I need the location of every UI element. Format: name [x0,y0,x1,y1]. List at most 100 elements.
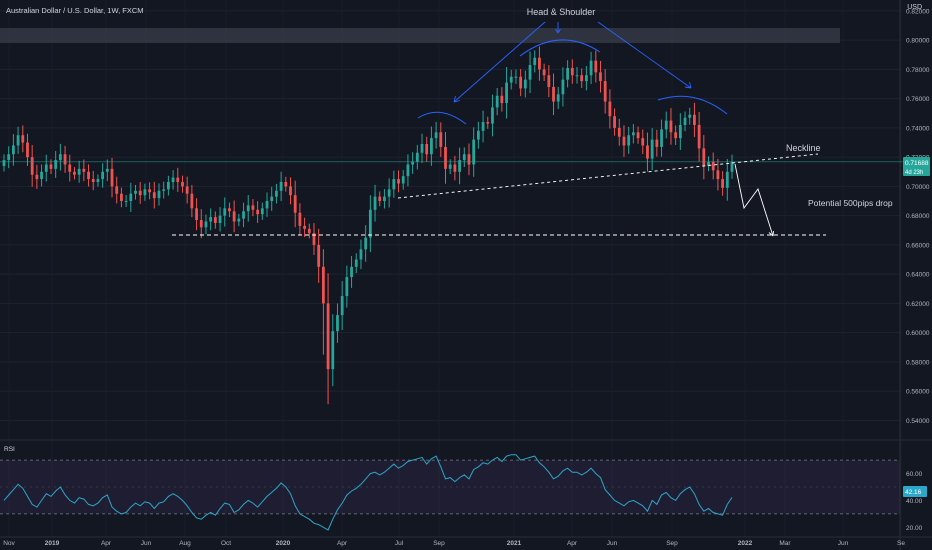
symbol-title[interactable]: Australian Dollar / U.S. Dollar, 1W, FXC… [6,6,144,15]
pattern-label[interactable]: Head & Shoulder [527,7,596,17]
rsi-line [3,454,733,531]
candle-body [425,143,429,155]
arrow-to-left-shoulder[interactable] [453,21,546,103]
candle-body [383,196,386,202]
candle-body [129,193,133,202]
candle-body [87,171,90,180]
candle-body [364,237,368,250]
bar-countdown: 4d 23h [905,170,923,176]
candle-body [472,139,476,165]
neckline-label[interactable]: Neckline [786,143,821,153]
candle-body [631,132,635,136]
time-tick-label: Sep [666,540,678,547]
candle-body [303,225,306,229]
candle-body [195,208,198,221]
candle-body [608,101,612,117]
candle-body [561,79,565,95]
price-tick-label: 0.66000 [906,242,930,249]
candle-body [91,179,95,183]
candle-body [397,179,400,184]
time-tick-label: Apr [101,540,112,547]
supply-zone-box[interactable] [0,28,840,43]
candle-body [434,132,438,139]
time-tick-label: Nov [3,540,15,547]
candle-body [570,67,574,76]
candle-body [279,182,283,191]
candle-body [63,154,67,165]
head-arc[interactable] [519,39,601,57]
candle-body [636,132,640,139]
arrowhead-icon [453,95,461,103]
candle-body [270,196,274,202]
arrow-to-right-shoulder[interactable] [597,21,692,89]
left-shoulder-arc[interactable] [417,111,467,125]
candle-body [641,138,645,146]
price-tick-label: 0.76000 [906,96,930,103]
candle-body [44,164,48,172]
candle-body [26,142,29,158]
candle-body [373,196,377,210]
candle-body [697,124,701,149]
candle-body [514,76,518,78]
time-tick-label: 2020 [276,540,291,547]
candle-body [331,331,335,370]
candle-body [509,76,513,83]
candle-body [138,190,142,196]
currency-label[interactable]: USD [907,4,922,11]
candle-body [458,160,461,172]
candle-body [237,218,241,222]
candle-body [284,182,288,187]
candle-body [500,95,504,104]
candle-body [669,120,673,133]
candle-body [275,190,278,197]
candle-body [115,186,119,194]
candle-body [40,171,43,180]
candle-body [110,168,114,187]
candle-body [538,57,541,70]
current-price-value: 0.71688 [905,160,929,167]
candle-body [448,164,452,169]
candle-body [246,205,250,212]
price-tick-label: 0.80000 [906,38,930,45]
candle-body [599,72,602,82]
price-tick-label: 0.62000 [906,301,930,308]
candle-body [73,171,76,175]
candle-body [171,177,175,183]
projected-path[interactable] [734,163,774,237]
target-label[interactable]: Potential 500pips drop [808,198,893,208]
rsi-tick-label: 20.00 [906,525,923,532]
candle-body [21,135,25,143]
candle-body [101,171,105,180]
candle-body [453,164,457,172]
candle-body [350,266,353,278]
candle-body [674,132,678,139]
candle-body [430,138,433,155]
neckline[interactable] [397,153,819,199]
candle-body [185,186,189,194]
candle-body [228,208,231,212]
candle-body [124,201,128,203]
candle-body [664,120,668,130]
candle-body [707,161,710,166]
candle-body [603,81,607,102]
time-tick-label: Jun [838,540,849,547]
candle-body [721,179,725,188]
rsi-indicator-label[interactable]: RSI [4,446,15,453]
candle-body [148,189,151,193]
candle-body [82,168,86,172]
candle-body [321,266,325,304]
candle-body [30,157,34,175]
time-tick-label: Mar [779,540,791,547]
time-tick-label: Apr [337,540,348,547]
right-shoulder-arc[interactable] [657,95,728,115]
candle-body [54,160,58,169]
candle-body [11,145,15,155]
candle-body [336,315,339,332]
candle-body [190,193,194,209]
candle-body [218,215,222,223]
candle-body [96,179,100,183]
candle-body [547,75,551,87]
candle-body [232,211,236,222]
